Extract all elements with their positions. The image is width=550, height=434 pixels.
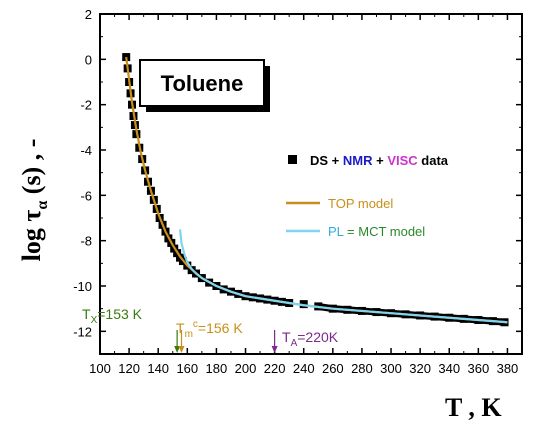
legend-data-part-visc: VISC <box>387 153 418 168</box>
y-tick-label: 2 <box>85 7 92 22</box>
y-axis-title-tail: (s) , - <box>17 139 46 201</box>
x-axis-title: T , K <box>445 393 502 422</box>
arrow-tm <box>178 330 185 353</box>
data-point <box>299 300 308 309</box>
y-tick-label: -10 <box>73 279 92 294</box>
x-tick-label: 360 <box>467 361 489 376</box>
x-tick-label: 280 <box>351 361 373 376</box>
chart-title: Toluene <box>161 71 244 96</box>
legend-pl-part-pl: PL <box>328 224 344 239</box>
legend-data-label: DS + NMR + VISC data <box>310 153 449 168</box>
x-tick-label: 100 <box>89 361 111 376</box>
annotation-tm-sup: c <box>193 319 198 330</box>
annotation-ta-prefix: T <box>282 329 291 345</box>
y-axis-title-main: log τ <box>17 210 46 262</box>
x-tick-label: 200 <box>235 361 257 376</box>
annotation-tx-sub: X <box>91 315 98 326</box>
legend-pl-label: PL = MCT model <box>328 224 425 239</box>
x-tick-label: 240 <box>293 361 315 376</box>
annotation-ta-sub: A <box>291 338 298 349</box>
annotation-tm-suffix: =156 K <box>198 320 243 336</box>
x-tick-label: 340 <box>438 361 460 376</box>
x-tick-label: 320 <box>409 361 431 376</box>
legend-data-marker <box>288 155 297 164</box>
y-axis-title: log τα (s) , - <box>17 139 51 262</box>
legend-data-part-plus2: + <box>373 153 388 168</box>
y-tick-label: 0 <box>85 52 92 67</box>
x-tick-label: 220 <box>264 361 286 376</box>
y-tick-label: -4 <box>80 143 92 158</box>
x-tick-label: 300 <box>380 361 402 376</box>
annotation-tx-suffix: =153 K <box>97 306 142 322</box>
arrow-ta-head <box>271 346 278 353</box>
arrow-ta <box>271 330 278 353</box>
arrow-tx-head <box>174 346 181 353</box>
y-tick-label: -2 <box>80 98 92 113</box>
legend-data-part-nmr: NMR <box>343 153 373 168</box>
annotation-ta-suffix: =220K <box>297 329 339 345</box>
annotation-tx: TX=153 K <box>82 306 143 326</box>
x-tick-label: 180 <box>206 361 228 376</box>
annotation-tm: Tmc=156 K <box>176 319 243 340</box>
arrow-tm-head <box>178 346 185 353</box>
series-pl-model <box>178 229 508 324</box>
legend-data-part-plus1: + <box>328 153 343 168</box>
x-tick-label: 260 <box>322 361 344 376</box>
x-tick-label: 140 <box>147 361 169 376</box>
annotation-tm-prefix: T <box>176 320 185 336</box>
annotation-arrows <box>174 330 278 353</box>
legend: DS + NMR + VISC data TOP model PL = MCT … <box>286 153 449 239</box>
title-box-frame <box>139 59 265 107</box>
y-tick-label: -12 <box>73 324 92 339</box>
axes: 100 120 140 160 180 200 220 240 260 280 300 320 340 3… <box>73 7 523 376</box>
x-tick-label: 380 <box>497 361 519 376</box>
annotation-tm-sub: m <box>185 329 193 340</box>
annotation-ta: TA=220K <box>282 329 339 349</box>
legend-data-part-data: data <box>418 153 449 168</box>
plot-frame <box>99 13 523 355</box>
y-axis-title-sub: α <box>34 201 51 210</box>
plot-area <box>122 53 509 327</box>
arrow-tx <box>174 330 181 353</box>
x-tick-label: 120 <box>118 361 140 376</box>
legend-pl-part-mct: = MCT model <box>343 224 425 239</box>
title-box: Toluene <box>139 59 270 112</box>
annotations: TX=153 K Tmc=156 K TA=220K <box>82 306 339 349</box>
legend-data-part-ds: DS <box>310 153 328 168</box>
y-tick-label: -8 <box>80 234 92 249</box>
y-tick-label: -6 <box>80 188 92 203</box>
x-tick-label: 160 <box>176 361 198 376</box>
annotation-tx-prefix: T <box>82 306 91 322</box>
legend-top-label: TOP model <box>328 196 393 211</box>
